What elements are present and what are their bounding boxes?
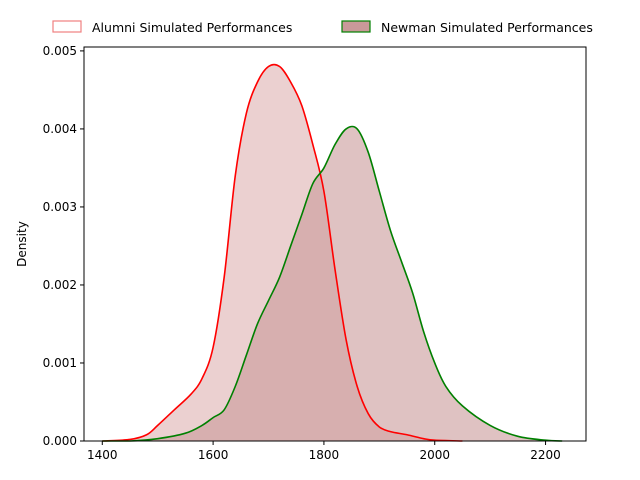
alumni-legend-label: Alumni Simulated Performances [92,20,292,35]
newman-density-fill [102,126,563,442]
y-tick-label: 0.000 [43,434,77,448]
x-tick-label: 2000 [419,448,450,462]
x-tick-label: 1800 [309,448,340,462]
alumni-density-fill [102,64,463,442]
x-tick-label: 1400 [87,448,118,462]
newman-legend-label: Newman Simulated Performances [381,20,593,35]
y-tick-label: 0.002 [43,278,77,292]
y-tick-label: 0.001 [43,356,77,370]
legend: Alumni Simulated Performances Newman Simu… [52,20,593,35]
y-axis: 0.000 0.001 0.002 0.003 0.004 0.005 [43,44,84,448]
x-axis: 1400 1600 1800 2000 2200 [87,441,561,462]
y-tick-label: 0.005 [43,44,77,58]
y-tick-label: 0.004 [43,122,77,136]
y-tick-label: 0.003 [43,200,77,214]
x-tick-label: 2200 [530,448,561,462]
alumni-legend-swatch [52,20,82,33]
alumni-density-line [102,63,463,442]
plot-area-frame [83,46,587,442]
newman-legend-swatch [341,20,371,33]
x-tick-label: 1600 [198,448,229,462]
density-fills [102,64,563,442]
density-lines [102,63,563,442]
y-axis-label: Density [15,221,29,267]
newman-density-line [102,125,563,442]
